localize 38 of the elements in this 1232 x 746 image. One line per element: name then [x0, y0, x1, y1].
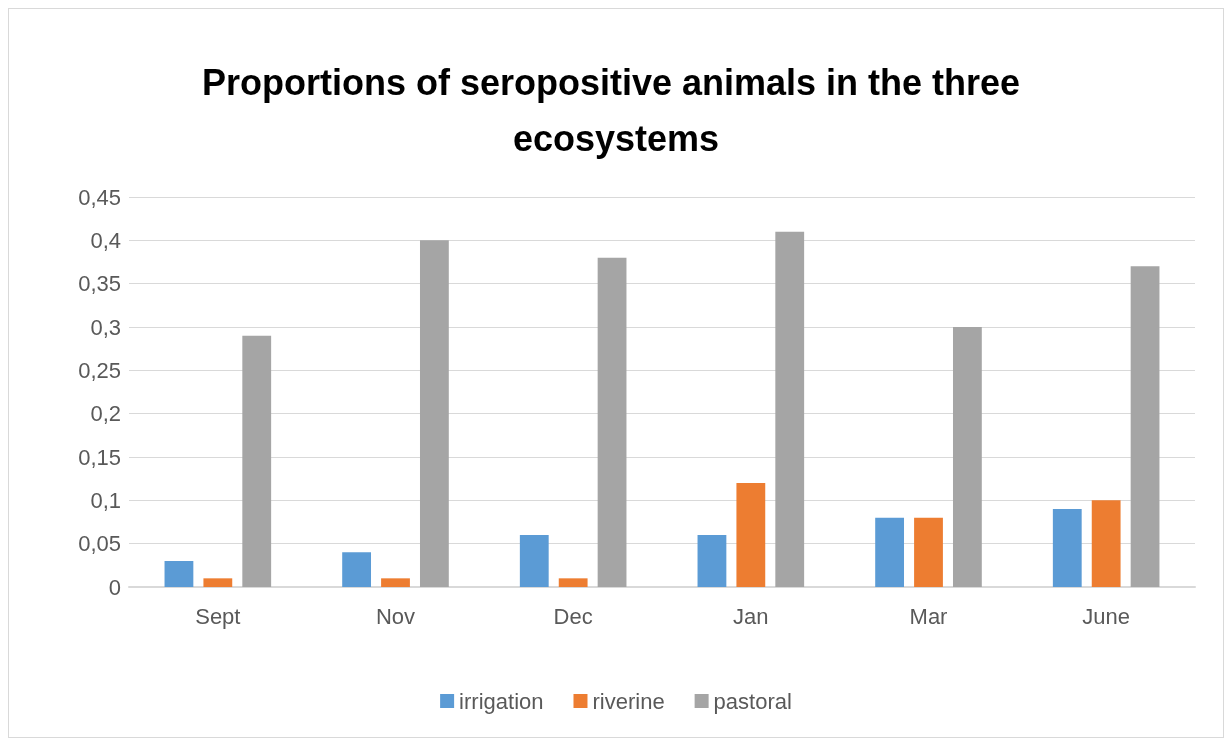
- bar: [342, 552, 372, 587]
- bar: [419, 240, 449, 587]
- x-tick-label: Mar: [909, 603, 948, 629]
- bar: [914, 517, 943, 587]
- bar: [381, 578, 410, 587]
- y-tick-label: 0,1: [90, 487, 121, 513]
- bar: [1130, 266, 1160, 587]
- y-tick-label: 0: [108, 574, 121, 600]
- y-tick-label: 0,05: [78, 531, 121, 557]
- legend-label: pastoral: [713, 688, 792, 714]
- x-tick-label: Dec: [553, 603, 593, 629]
- bar: [558, 578, 588, 587]
- bar: [242, 335, 272, 587]
- legend-label: irrigation: [459, 688, 544, 714]
- bar: [203, 578, 233, 587]
- bar: [1052, 509, 1082, 587]
- y-tick-label: 0,15: [78, 444, 121, 470]
- y-tick-label: 0,25: [78, 357, 121, 383]
- chart-title: Proportions of seropositive animals in the three ecosystems: [201, 61, 1031, 159]
- bar: [1091, 500, 1121, 587]
- y-tick-label: 0,35: [78, 271, 121, 297]
- x-tick-label: Nov: [375, 603, 416, 629]
- bar: [736, 483, 766, 587]
- bar: [519, 535, 549, 587]
- x-tick-label: Sept: [195, 603, 241, 629]
- y-tick-label: 0,45: [78, 184, 121, 210]
- bar: [875, 517, 905, 587]
- y-tick-label: 0,3: [90, 314, 121, 340]
- bar: [164, 561, 194, 587]
- x-tick-label: Jan: [733, 603, 769, 629]
- bar: [697, 535, 727, 587]
- x-tick-label: June: [1082, 603, 1131, 629]
- bar: [775, 231, 805, 587]
- y-tick-label: 0,4: [90, 227, 121, 253]
- bar: [597, 257, 627, 587]
- y-tick-label: 0,2: [90, 401, 121, 427]
- legend-label: riverine: [592, 688, 665, 714]
- bar: [952, 327, 982, 587]
